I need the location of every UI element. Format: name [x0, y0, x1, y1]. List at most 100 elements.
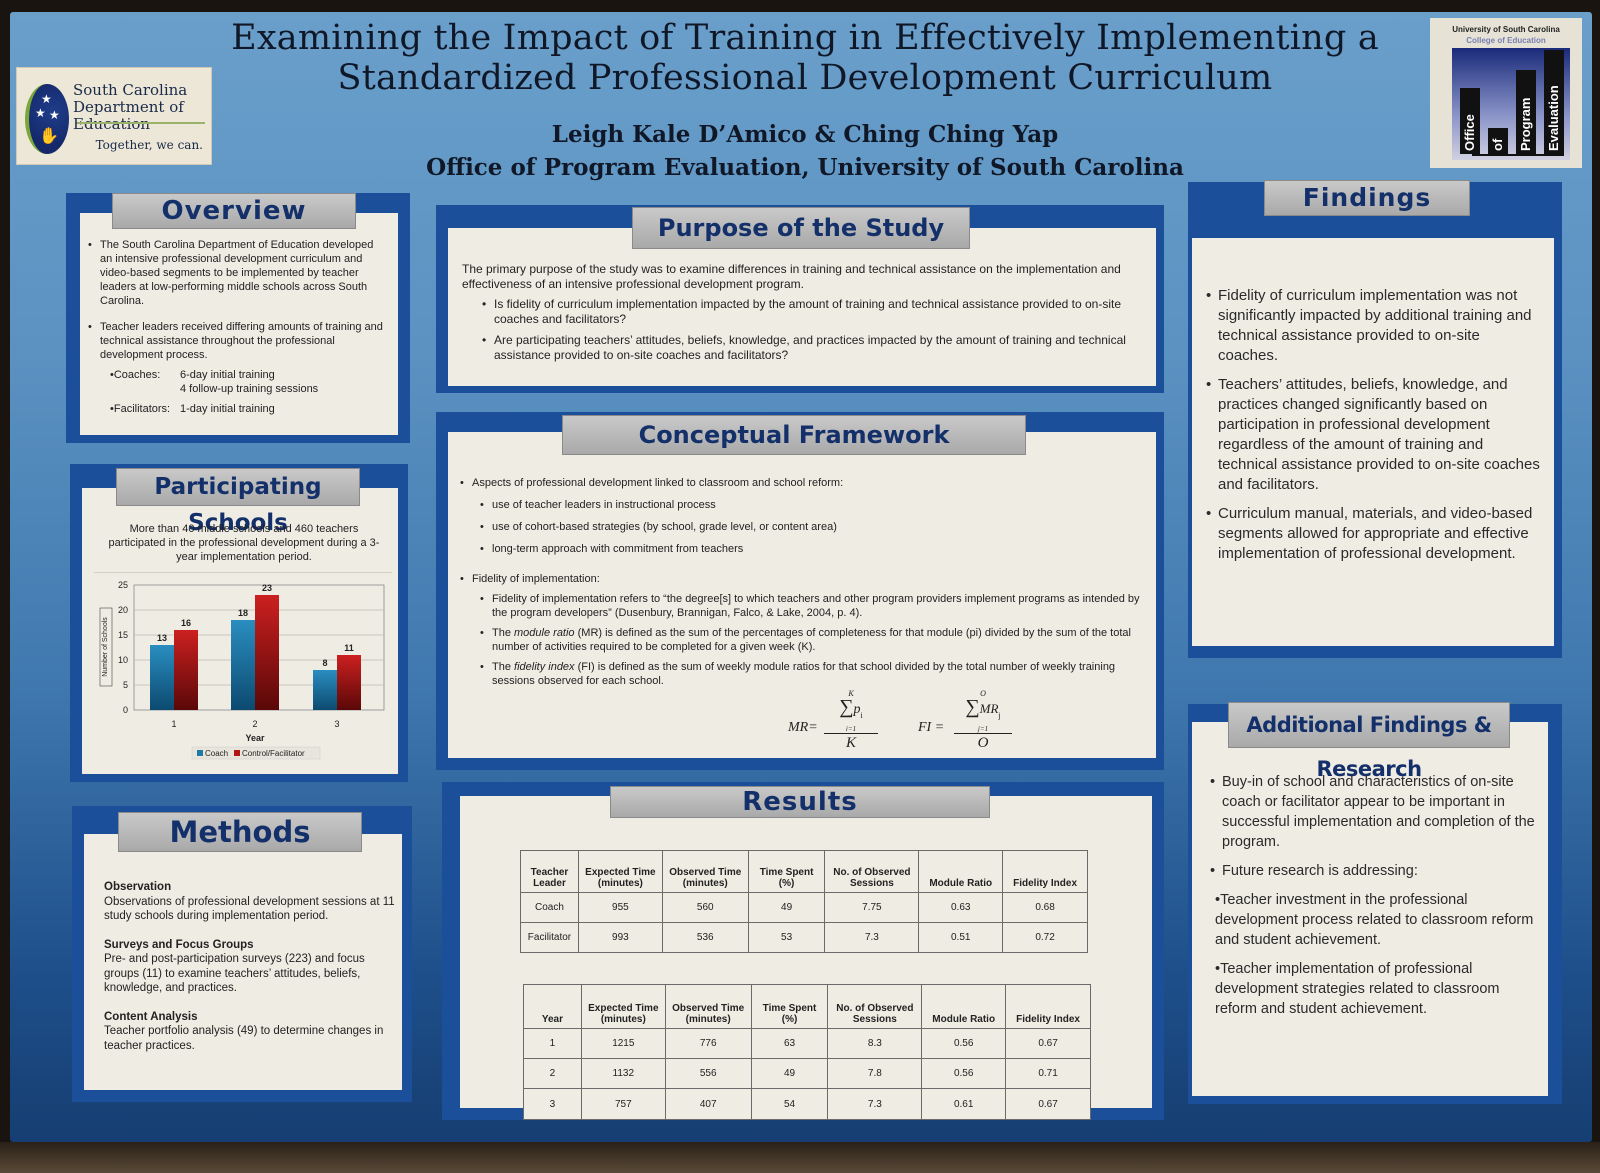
cell: 407 [664, 1088, 752, 1120]
framework-body: Aspects of professional development link… [460, 476, 1146, 688]
method-title: Content Analysis [104, 1010, 198, 1023]
overview-bullet: The South Carolina Department of Educati… [88, 238, 388, 308]
logo-bar-office: Office [1460, 88, 1480, 154]
cell: 8.3 [827, 1028, 923, 1059]
table-row: Coach 955 560 49 7.75 0.63 0.68 [520, 892, 1088, 923]
table-row: 3 757 407 54 7.3 0.61 0.67 [523, 1088, 1091, 1120]
cell: 0.67 [1005, 1088, 1091, 1120]
results-table-teacher-leader: Teacher Leader Expected Time (minutes) O… [520, 850, 1088, 953]
logo-bar-graphic: Office of Program Evaluation [1452, 48, 1570, 160]
formula-fi-fraction: O ∑MRj j=1 O [954, 690, 1012, 752]
finding-bullet: Curriculum manual, materials, and video-… [1206, 504, 1542, 564]
cell: 0.67 [1005, 1028, 1091, 1059]
finding-bullet: Fidelity of curriculum implementation wa… [1206, 286, 1542, 366]
method-content-analysis: Content Analysis Teacher portfolio analy… [104, 1010, 396, 1054]
cell: 1215 [580, 1028, 666, 1059]
cell: 7.3 [824, 922, 920, 953]
method-text: Teacher portfolio analysis (49) to deter… [104, 1025, 384, 1052]
col-teacher-leader: Teacher Leader [520, 850, 579, 893]
affiliation: Office of Program Evaluation, University… [426, 154, 1184, 181]
mr-post: (MR) is defined as the sum of the percen… [492, 627, 1131, 653]
coaches-value-2: 4 follow-up training sessions [180, 383, 319, 395]
svg-text:20: 20 [118, 605, 128, 615]
cell: 0.51 [918, 922, 1004, 953]
findings-heading: Findings [1264, 180, 1470, 216]
bar-chart: 25 20 15 10 5 0 Number of Schools 13 16 18 23 … [94, 572, 392, 768]
col-year: Year [523, 984, 582, 1029]
additional-heading: Additional Findings & Research [1228, 702, 1510, 781]
col-fidelity-index: Fidelity Index [1005, 984, 1091, 1029]
poster-title: Examining the Impact of Training in Effe… [205, 18, 1405, 98]
framework-aspect: use of teacher leaders in instructional … [480, 498, 1146, 512]
fi-pre: The [492, 661, 515, 673]
results-heading: Results [610, 786, 990, 818]
table-header-row: Year Expected Time (minutes) Observed Ti… [523, 984, 1091, 1029]
additional-bullet: Future research is addressing: [1210, 861, 1540, 881]
formula-fi-lower: j=1 [954, 725, 1012, 734]
results-table-year: Year Expected Time (minutes) Observed Ti… [523, 984, 1091, 1120]
table-row: 1 1215 776 63 8.3 0.56 0.67 [523, 1028, 1091, 1059]
svg-text:13: 13 [157, 633, 167, 643]
cell: 49 [750, 1058, 829, 1089]
svg-text:10: 10 [118, 655, 128, 665]
svg-text:23: 23 [262, 583, 272, 593]
coaches-row: •Coaches: 6-day initial training 4 follo… [88, 368, 388, 396]
logo-bar-evaluation: Evaluation [1544, 50, 1564, 154]
formula-mr-term: p [853, 702, 861, 717]
finding-bullet: Teachers’ attitudes, beliefs, knowledge,… [1206, 375, 1542, 495]
fi-term: fidelity index [514, 661, 575, 673]
framework-aspect: use of cohort-based strategies (by schoo… [480, 520, 1146, 534]
framework-mr-def: The module ratio (MR) is defined as the … [480, 626, 1146, 654]
participating-intro: More than 40 middle schools and 460 teac… [108, 523, 380, 563]
formula-mr-denom: K [845, 735, 856, 751]
cell: 0.61 [921, 1088, 1007, 1120]
cell: Facilitator [520, 922, 579, 953]
col-time-spent: Time Spent (%) [747, 850, 826, 893]
logo-bar-of: of [1488, 128, 1508, 154]
coaches-value: 6-day initial training 4 follow-up train… [180, 368, 318, 396]
cell: 536 [661, 922, 749, 953]
fi-post: (FI) is defined as the sum of weekly mod… [492, 661, 1116, 687]
overview-bullet: Teacher leaders received differing amoun… [88, 320, 388, 362]
svg-text:Control/Facilitator: Control/Facilitator [242, 749, 305, 758]
svg-text:16: 16 [181, 618, 191, 628]
cell: 556 [664, 1058, 752, 1089]
method-text: Observations of professional development… [104, 895, 395, 923]
svg-text:11: 11 [344, 643, 354, 653]
formula-mr-upper: K [848, 689, 854, 698]
logo-divider [77, 122, 205, 124]
col-module-ratio: Module Ratio [921, 984, 1007, 1029]
floor-background [0, 1142, 1600, 1173]
cell: 1 [523, 1028, 582, 1059]
sigma-icon: ∑pi [839, 696, 863, 720]
formula-fi-lhs: FI = [918, 720, 945, 735]
cell: 757 [580, 1088, 666, 1120]
cell: 63 [750, 1028, 829, 1059]
logo-line-1: South Carolina [73, 81, 188, 99]
cell: 560 [661, 892, 749, 923]
formula-fi-term: MR [979, 701, 999, 716]
methods-heading: Methods [118, 812, 362, 852]
cell: 7.8 [827, 1058, 923, 1089]
purpose-heading: Purpose of the Study [632, 207, 970, 249]
cell: 2 [523, 1058, 582, 1089]
methods-body: Observation Observations of professional… [104, 880, 396, 1053]
formula-fi-sub: j [998, 711, 1001, 720]
col-observed-time: Observed Time (minutes) [664, 984, 752, 1029]
table-row: Facilitator 993 536 53 7.3 0.51 0.72 [520, 922, 1088, 953]
method-text: Pre- and post-participation surveys (223… [104, 953, 365, 994]
col-expected-time: Expected Time (minutes) [577, 850, 663, 893]
cell: 0.56 [921, 1058, 1007, 1089]
formula-mr-sub: i [860, 711, 863, 720]
svg-text:Number of Schools: Number of Schools [102, 617, 109, 677]
method-surveys: Surveys and Focus Groups Pre- and post-p… [104, 938, 396, 996]
framework-fidelity-def: Fidelity of implementation refers to “th… [480, 592, 1146, 620]
table-header-row: Teacher Leader Expected Time (minutes) O… [520, 850, 1088, 893]
svg-text:15: 15 [118, 630, 128, 640]
logo-bar-program: Program [1516, 70, 1536, 154]
facilitators-row: •Facilitators: 1-day initial training [88, 402, 388, 416]
cell: 776 [664, 1028, 752, 1059]
cell: 993 [577, 922, 663, 953]
svg-text:2: 2 [252, 719, 257, 729]
title-line-1: Examining the Impact of Training in Effe… [231, 18, 1379, 58]
